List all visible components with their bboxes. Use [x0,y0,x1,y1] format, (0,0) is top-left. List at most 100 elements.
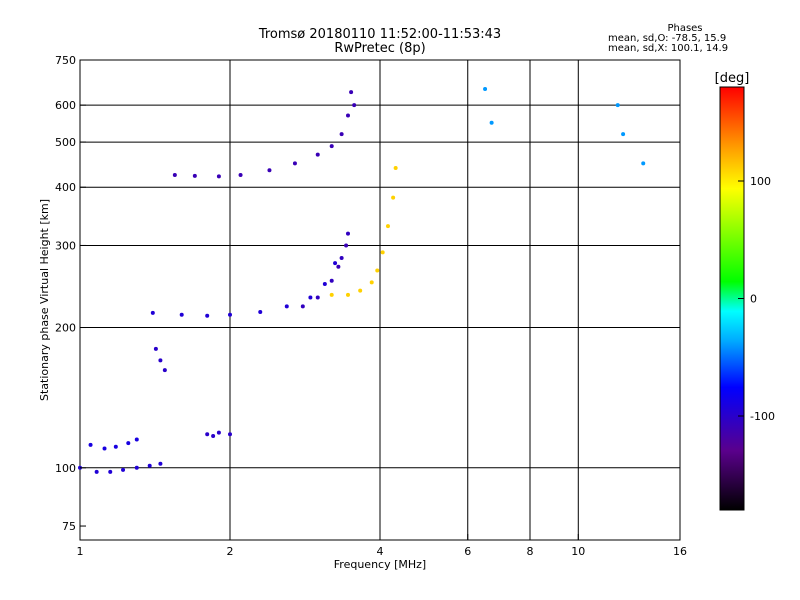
data-point [380,250,385,255]
data-point [228,312,232,317]
data-point [391,195,396,200]
trace-e-low [78,461,163,474]
y-tick-label: 600 [55,99,76,112]
grid [80,60,680,540]
y-axis-label: Stationary phase Virtual Height [km] [38,199,51,401]
data-point [172,172,177,177]
y-tick-label: 500 [55,136,76,149]
phases-title: Phases [667,23,703,34]
chart-title: Tromsø 20180110 11:52:00-11:53:43 [258,27,502,42]
data-point [267,168,272,173]
data-point [315,152,320,157]
x-tick-label: 6 [464,545,471,558]
phases-x-stats: mean, sd,X: 100.1, 14.9 [608,43,729,54]
data-point [238,172,243,177]
axis-ticks: 1 2 4 6 8 10 16 75 100 200 300 400 500 600 750 [55,54,687,558]
data-point [205,432,210,437]
data-point [292,161,297,166]
x-tick-label: 16 [673,545,687,558]
data-point [375,268,380,273]
data-point [489,120,494,125]
y-tick-label: 200 [55,322,76,335]
data-point [329,144,334,149]
data-point [369,280,374,285]
data-point [134,465,139,470]
data-point [393,165,398,170]
data-point [88,442,93,447]
x-tick-label: 10 [571,545,585,558]
data-points [78,86,646,474]
data-point [102,446,107,451]
data-point [192,173,197,178]
data-point [211,434,216,439]
data-point [162,368,167,373]
colorbar-tick-label: 100 [750,175,771,188]
x-tick-label: 4 [377,545,384,558]
data-point [147,463,152,468]
y-tick-label: 400 [55,181,76,194]
x-axis-label: Frequency [MHz] [334,558,426,571]
data-point [216,430,221,435]
chart-subtitle: RwPretec (8p) [334,41,426,56]
data-point [108,469,113,474]
data-point [258,309,263,314]
colorbar-tick-label: 0 [750,293,757,306]
colorbar-label: [deg] [715,71,750,86]
data-point [134,437,139,442]
data-point [205,313,210,318]
trace-f2-x [329,165,398,297]
data-point [300,304,305,309]
data-point [385,224,390,229]
data-point [94,469,99,474]
data-point [358,288,363,293]
data-point [284,304,289,309]
phases-summary: Phases mean, sd,O: -78.5, 15.9 mean, sd,… [600,24,770,54]
y-tick-label: 300 [55,239,76,252]
y-tick-label: 75 [62,520,76,533]
data-point [345,292,350,297]
data-point [113,444,118,449]
data-point [641,161,646,166]
y-tick-label: 100 [55,462,76,475]
data-point [153,346,158,351]
data-point [158,461,163,466]
data-point [322,281,327,286]
data-point [216,174,221,179]
data-point [621,132,626,137]
x-tick-label: 1 [77,545,84,558]
data-point [158,358,163,363]
x-tick-label: 2 [227,545,234,558]
y-tick-label: 750 [55,54,76,67]
data-point [339,255,344,260]
data-point [150,310,155,315]
phases-o-stats: mean, sd,O: -78.5, 15.9 [608,33,727,44]
data-point [126,441,131,446]
data-point [336,264,341,269]
trace-e-low-2 [88,437,139,451]
trace-fspread-o [336,103,357,269]
data-point [121,467,126,472]
data-point [345,231,350,236]
trace-f2-o [172,90,354,179]
data-point [339,132,344,137]
data-point [308,295,313,300]
data-point [615,103,620,108]
trace-f1-o [300,231,350,309]
data-point [333,261,338,266]
data-point [349,90,354,95]
data-point [228,432,232,437]
trace-high-freq [483,86,646,166]
trace-sporadic-e [153,346,232,439]
data-point [345,113,350,118]
data-point [483,86,488,91]
data-point [179,312,184,317]
colorbar-ticks: 100 0 -100 [738,175,775,423]
colorbar-tick-label: -100 [750,410,775,423]
data-point [329,278,334,283]
data-point [329,292,334,297]
data-point [315,295,320,300]
trace-f1 [150,261,338,318]
data-point [352,103,357,108]
x-tick-label: 8 [527,545,534,558]
